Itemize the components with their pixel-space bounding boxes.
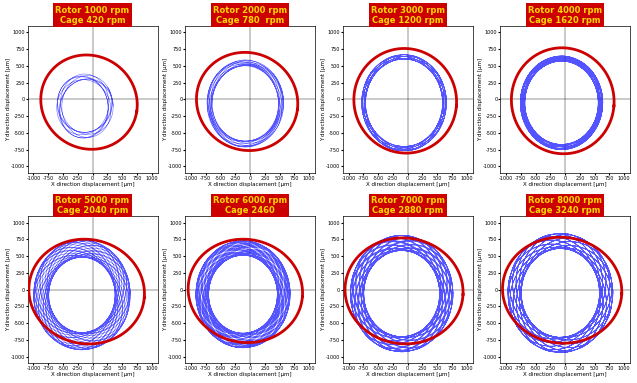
X-axis label: X direction displacement [μm]: X direction displacement [μm] [208, 182, 292, 187]
X-axis label: X direction displacement [μm]: X direction displacement [μm] [51, 182, 134, 187]
Y-axis label: Y direction displacement [μm]: Y direction displacement [μm] [478, 58, 483, 141]
Title: Rotor 2000 rpm
Cage 780  rpm: Rotor 2000 rpm Cage 780 rpm [213, 6, 287, 25]
Y-axis label: Y direction displacement [μm]: Y direction displacement [μm] [320, 58, 326, 141]
Title: Rotor 8000 rpm
Cage 3240 rpm: Rotor 8000 rpm Cage 3240 rpm [528, 196, 602, 215]
X-axis label: X direction displacement [μm]: X direction displacement [μm] [523, 372, 607, 377]
X-axis label: X direction displacement [μm]: X direction displacement [μm] [51, 372, 134, 377]
Y-axis label: Y direction displacement [μm]: Y direction displacement [μm] [6, 58, 11, 141]
Y-axis label: Y direction displacement [μm]: Y direction displacement [μm] [163, 58, 168, 141]
Title: Rotor 7000 rpm
Cage 2880 rpm: Rotor 7000 rpm Cage 2880 rpm [371, 196, 445, 215]
X-axis label: X direction displacement [μm]: X direction displacement [μm] [523, 182, 607, 187]
X-axis label: X direction displacement [μm]: X direction displacement [μm] [366, 182, 449, 187]
Y-axis label: Y direction displacement [μm]: Y direction displacement [μm] [163, 248, 168, 331]
Title: Rotor 3000 rpm
Cage 1200 rpm: Rotor 3000 rpm Cage 1200 rpm [371, 6, 445, 25]
X-axis label: X direction displacement [μm]: X direction displacement [μm] [366, 372, 449, 377]
Y-axis label: Y direction displacement [μm]: Y direction displacement [μm] [6, 248, 11, 331]
Y-axis label: Y direction displacement [μm]: Y direction displacement [μm] [320, 248, 326, 331]
Title: Rotor 1000 rpm
Cage 420 rpm: Rotor 1000 rpm Cage 420 rpm [55, 6, 129, 25]
X-axis label: X direction displacement [μm]: X direction displacement [μm] [208, 372, 292, 377]
Title: Rotor 4000 rpm
Cage 1620 rpm: Rotor 4000 rpm Cage 1620 rpm [528, 6, 602, 25]
Title: Rotor 6000 rpm
Cage 2460: Rotor 6000 rpm Cage 2460 [213, 196, 287, 215]
Title: Rotor 5000 rpm
Cage 2040 rpm: Rotor 5000 rpm Cage 2040 rpm [55, 196, 129, 215]
Y-axis label: Y direction displacement [μm]: Y direction displacement [μm] [478, 248, 483, 331]
